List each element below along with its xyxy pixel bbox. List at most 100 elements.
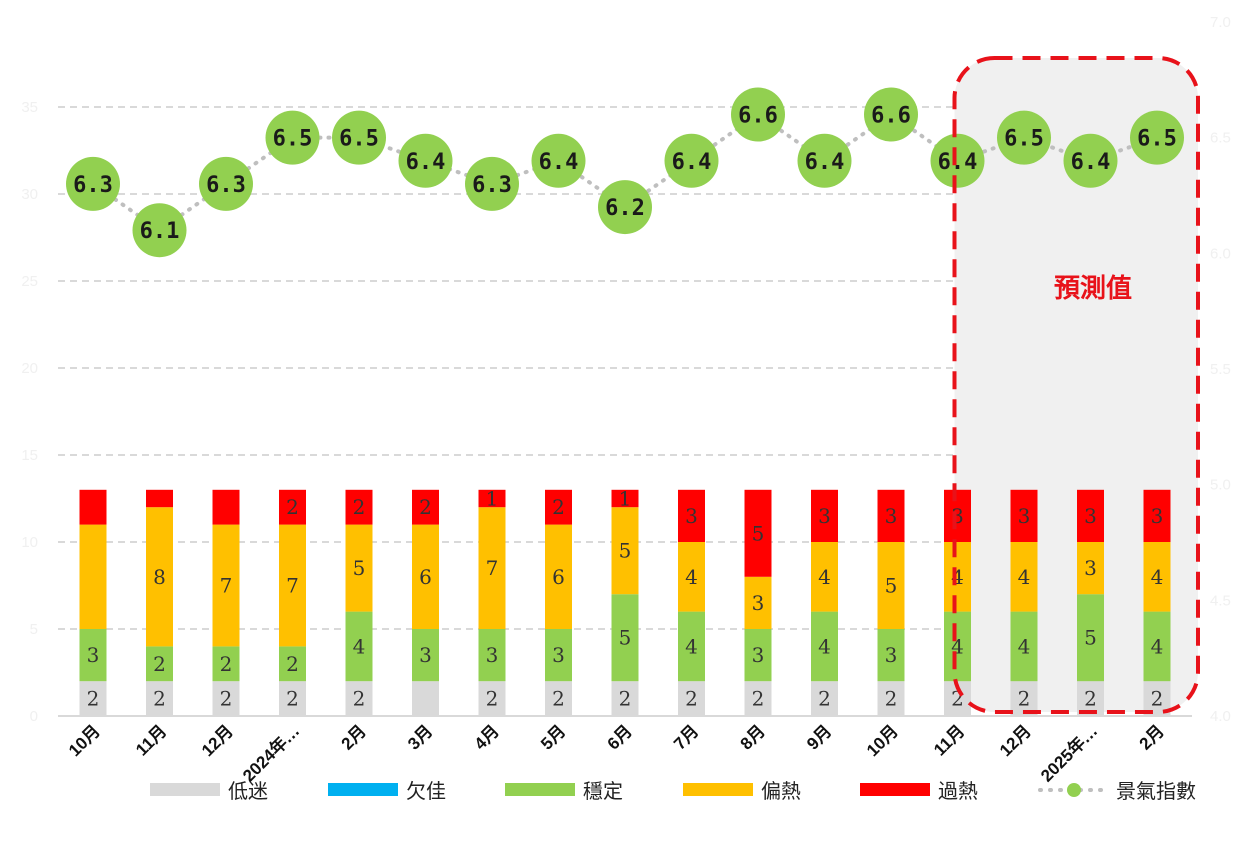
bar-value-label: 7 bbox=[486, 556, 499, 580]
legend-swatch bbox=[150, 783, 220, 796]
bar-stack: 2 4 4 3 bbox=[678, 489, 705, 716]
index-bubble bbox=[465, 156, 519, 211]
bar-segment bbox=[744, 681, 772, 716]
bar-value-label: 4 bbox=[818, 565, 831, 589]
x-tick-label: 8月 bbox=[737, 721, 769, 753]
bar-segment bbox=[744, 576, 772, 629]
bar-value-label: 6 bbox=[419, 565, 432, 589]
bar-value-label: 2 bbox=[552, 495, 565, 519]
bar-value-label: 2 bbox=[1084, 687, 1097, 711]
index-bubble bbox=[531, 133, 586, 188]
x-tick-label: 12月 bbox=[996, 721, 1035, 760]
bar-segment bbox=[545, 681, 572, 716]
bar-value-label: 7 bbox=[286, 574, 299, 598]
legend-dot bbox=[1067, 783, 1081, 797]
x-tick-label: 9月 bbox=[803, 721, 835, 753]
bar-segment bbox=[678, 681, 705, 716]
bar-value-label: 4 bbox=[818, 634, 831, 658]
index-point: 6.4 bbox=[664, 133, 719, 188]
x-tick-label: 2月 bbox=[338, 721, 370, 753]
index-point: 6.5 bbox=[997, 110, 1051, 165]
y-right-tick-label: 4.0 bbox=[1210, 708, 1231, 725]
index-bubble bbox=[1063, 133, 1118, 188]
bar-value-label: 3 bbox=[885, 643, 898, 667]
y-left-tick-label: 0 bbox=[30, 708, 38, 725]
bar-value-label: 3 bbox=[87, 643, 100, 667]
bar-value-label: 2 bbox=[286, 687, 299, 711]
bar-value-label: 2 bbox=[1151, 687, 1164, 711]
legend-swatch bbox=[860, 783, 930, 796]
bars: 2032028202720272204520362203712036220551… bbox=[79, 487, 1171, 716]
bar-segment bbox=[944, 489, 971, 542]
bar-stack: 2028 bbox=[146, 489, 173, 716]
bar-value-label: 7 bbox=[220, 574, 233, 598]
bar-segment bbox=[1143, 611, 1171, 682]
legend-label: 欠佳 bbox=[406, 779, 446, 803]
y-right-tick-label: 4.5 bbox=[1210, 592, 1231, 609]
index-value-label: 6.5 bbox=[1137, 127, 1177, 152]
bar-segment bbox=[79, 629, 107, 682]
legend-label: 景氣指數 bbox=[1116, 779, 1196, 803]
x-tick-label: 6月 bbox=[604, 721, 636, 753]
bar-segment bbox=[811, 681, 838, 716]
bar-segment bbox=[611, 681, 639, 716]
y-left-tick-label: 35 bbox=[21, 99, 38, 116]
index-point: 6.3 bbox=[465, 156, 519, 211]
index-bubble bbox=[930, 133, 985, 188]
bar-value-label: 3 bbox=[752, 591, 765, 615]
x-tick-label: 12月 bbox=[198, 721, 237, 760]
legend-item: 低迷 bbox=[150, 779, 268, 803]
index-value-label: 6.1 bbox=[140, 219, 180, 244]
bar-segment bbox=[478, 681, 506, 716]
bar-value-label: 3 bbox=[685, 504, 698, 528]
index-bubble bbox=[598, 180, 652, 235]
index-value-label: 6.3 bbox=[73, 173, 113, 198]
bar-stack: 2 4 4 3 bbox=[811, 489, 838, 716]
bar-value-label: 4 bbox=[685, 634, 698, 658]
bar-segment bbox=[1143, 542, 1171, 612]
bar-segment bbox=[412, 489, 439, 525]
bar-value-label: 3 bbox=[552, 643, 565, 667]
bar-segment bbox=[1077, 594, 1104, 682]
bar-segment bbox=[811, 489, 838, 542]
bar-segment bbox=[412, 629, 439, 682]
legend-item-line: 景氣指數 bbox=[1038, 779, 1196, 803]
index-point: 6.4 bbox=[398, 133, 453, 188]
y-left-tick-label: 25 bbox=[21, 273, 38, 290]
y-right-tick-label: 7.0 bbox=[1210, 14, 1231, 31]
bar-segment bbox=[146, 489, 173, 508]
index-value-label: 6.6 bbox=[871, 104, 911, 129]
index-bubble bbox=[66, 156, 120, 211]
bar-value-label: 2 bbox=[87, 687, 100, 711]
bar-stack: 203 bbox=[79, 489, 107, 716]
bar-value-label: 5 bbox=[353, 556, 366, 580]
index-point: 6.4 bbox=[1063, 133, 1118, 188]
legend-label: 偏熱 bbox=[761, 779, 801, 803]
legend-swatch bbox=[505, 783, 575, 796]
legend-item: 穩定 bbox=[505, 779, 623, 803]
bar-segment bbox=[345, 681, 373, 716]
bar-segment bbox=[611, 594, 639, 682]
index-value-label: 6.4 bbox=[1071, 150, 1111, 175]
bar-stack: 20371 bbox=[478, 487, 506, 716]
bar-segment bbox=[877, 489, 905, 542]
bar-value-label: 3 bbox=[486, 643, 499, 667]
index-value-label: 6.4 bbox=[406, 150, 446, 175]
bar-value-label: 2 bbox=[818, 687, 831, 711]
bar-value-label: 4 bbox=[1018, 565, 1031, 589]
bar-segment bbox=[944, 611, 971, 682]
bar-segment bbox=[412, 524, 439, 629]
index-point: 6.4 bbox=[797, 133, 852, 188]
x-tick-label: 11月 bbox=[132, 721, 170, 759]
x-tick-label: 5月 bbox=[537, 721, 569, 753]
bar-stack: 0362 bbox=[412, 489, 439, 716]
bar-stack: 2 4 4 3 bbox=[1143, 489, 1171, 716]
bar-segment bbox=[345, 489, 373, 525]
bar-segment bbox=[678, 542, 705, 612]
y-right-tick-label: 5.0 bbox=[1210, 477, 1231, 494]
index-bubble bbox=[199, 156, 253, 211]
index-point: 6.5 bbox=[332, 110, 386, 165]
index-point: 6.6 bbox=[731, 87, 785, 142]
x-tick-label: 11月 bbox=[930, 721, 968, 759]
index-point: 6.1 bbox=[132, 203, 187, 258]
